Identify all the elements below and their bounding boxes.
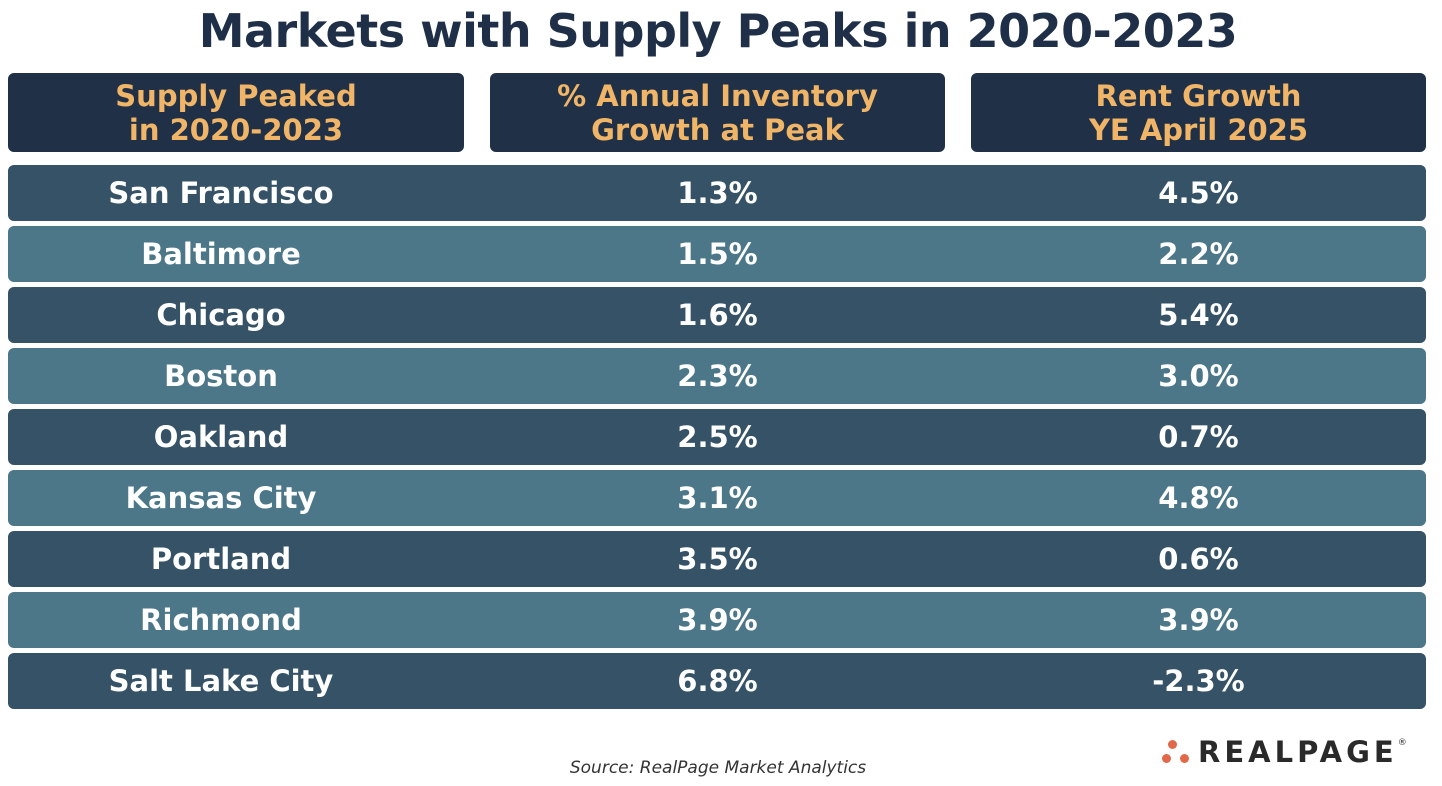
table-row: Portland 3.5% 0.6% xyxy=(8,531,1426,587)
market-cell: Salt Lake City xyxy=(108,664,334,698)
rent-growth-cell: 0.6% xyxy=(1158,542,1239,576)
column-header-rent-growth: Rent Growth YE April 2025 xyxy=(971,73,1426,152)
market-cell: Baltimore xyxy=(141,237,301,271)
realpage-dots-icon xyxy=(1158,734,1198,770)
rent-growth-cell: 2.2% xyxy=(1158,237,1239,271)
rent-growth-cell: -2.3% xyxy=(1152,664,1245,698)
inventory-growth-cell: 6.8% xyxy=(677,664,758,698)
realpage-logo: REALPAGE ® xyxy=(1158,732,1407,772)
market-cell: Chicago xyxy=(156,298,286,332)
column-header-rent-line1: Rent Growth xyxy=(1095,78,1302,113)
market-cell: Oakland xyxy=(153,420,289,454)
table-row: Richmond 3.9% 3.9% xyxy=(8,592,1426,648)
column-header-rent-line2: YE April 2025 xyxy=(1088,112,1309,147)
column-header-inventory-growth: % Annual Inventory Growth at Peak xyxy=(490,73,945,152)
table-row: Kansas City 3.1% 4.8% xyxy=(8,470,1426,526)
rent-growth-cell: 4.5% xyxy=(1158,176,1239,210)
table-row: Boston 2.3% 3.0% xyxy=(8,348,1426,404)
table-row: Chicago 1.6% 5.4% xyxy=(8,287,1426,343)
inventory-growth-cell: 1.6% xyxy=(677,298,758,332)
logo-registered-mark: ® xyxy=(1397,738,1407,748)
inventory-growth-cell: 1.5% xyxy=(677,237,758,271)
column-header-market-line1: Supply Peaked xyxy=(115,78,357,113)
chart-title: Markets with Supply Peaks in 2020-2023 xyxy=(198,4,1238,58)
rent-growth-cell: 0.7% xyxy=(1158,420,1239,454)
market-cell: San Francisco xyxy=(108,176,334,210)
market-cell: Portland xyxy=(150,542,292,576)
rent-growth-cell: 3.9% xyxy=(1158,603,1239,637)
table-row: San Francisco 1.3% 4.5% xyxy=(8,165,1426,221)
column-header-market: Supply Peaked in 2020-2023 xyxy=(8,73,464,152)
inventory-growth-cell: 2.5% xyxy=(677,420,758,454)
logo-text: REALPAGE xyxy=(1198,735,1398,769)
inventory-growth-cell: 1.3% xyxy=(677,176,758,210)
rent-growth-cell: 3.0% xyxy=(1158,359,1239,393)
inventory-growth-cell: 3.5% xyxy=(677,542,758,576)
market-cell: Kansas City xyxy=(125,481,317,515)
column-header-inventory-line2: Growth at Peak xyxy=(591,112,844,147)
rent-growth-cell: 5.4% xyxy=(1158,298,1239,332)
market-cell: Richmond xyxy=(140,603,302,637)
rent-growth-cell: 4.8% xyxy=(1158,481,1239,515)
column-header-market-line2: in 2020-2023 xyxy=(128,112,344,147)
inventory-growth-cell: 3.1% xyxy=(677,481,758,515)
inventory-growth-cell: 3.9% xyxy=(677,603,758,637)
inventory-growth-cell: 2.3% xyxy=(677,359,758,393)
table-row: Oakland 2.5% 0.7% xyxy=(8,409,1426,465)
column-header-inventory-line1: % Annual Inventory xyxy=(557,78,878,113)
market-cell: Boston xyxy=(164,359,278,393)
source-note: Source: RealPage Market Analytics xyxy=(569,758,867,778)
table-row: Baltimore 1.5% 2.2% xyxy=(8,226,1426,282)
table-row: Salt Lake City 6.8% -2.3% xyxy=(8,653,1426,709)
